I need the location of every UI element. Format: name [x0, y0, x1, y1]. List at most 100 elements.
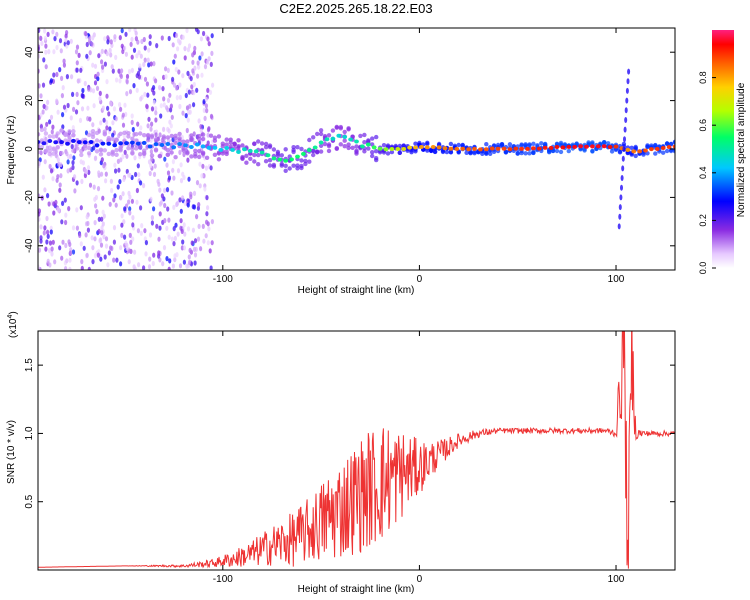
noise-speckle: [91, 62, 95, 68]
ridge-core: [595, 144, 601, 149]
noise-speckle: [146, 57, 150, 63]
ridge-halo: [256, 139, 261, 144]
noise-speckle: [87, 86, 91, 92]
ridge-halo: [653, 142, 658, 148]
noise-speckle: [58, 245, 62, 251]
noise-speckle: [69, 153, 73, 159]
noise-speckle: [193, 238, 198, 244]
ridge-core: [531, 146, 536, 151]
ridge-halo: [185, 139, 190, 144]
noise-speckle: [209, 61, 213, 67]
colorbar-tick-label: 0.4: [698, 167, 708, 180]
noise-speckle: [105, 119, 109, 126]
ridge-halo: [299, 158, 304, 163]
ridge-halo: [641, 152, 646, 157]
ridge-halo: [283, 147, 288, 152]
noise-speckle: [102, 234, 106, 240]
noise-speckle: [158, 132, 162, 138]
colorbar-tick-label: 0.0: [698, 262, 708, 275]
noise-speckle: [188, 109, 192, 115]
noise-speckle: [61, 112, 65, 118]
ridge-halo: [204, 155, 210, 160]
noise-speckle: [175, 95, 179, 101]
noise-speckle: [43, 28, 47, 34]
noise-speckle: [137, 172, 141, 178]
ridge-halo: [362, 140, 367, 145]
ridge-core: [401, 147, 407, 151]
colorbar-gradient: [712, 30, 734, 268]
noise-speckle: [196, 73, 200, 79]
noise-speckle: [99, 242, 104, 248]
noise-speckle: [38, 216, 41, 222]
noise-speckle: [38, 53, 41, 59]
noise-speckle: [100, 157, 104, 163]
noise-speckle: [169, 103, 173, 109]
ridge-core: [519, 146, 524, 151]
ridge-halo: [318, 143, 324, 148]
ridge-core: [336, 133, 342, 138]
ridge-core: [312, 145, 318, 150]
ridge-halo: [307, 159, 312, 164]
noise-speckle: [136, 70, 141, 76]
noise-speckle: [188, 247, 192, 253]
ridge-halo: [59, 128, 64, 133]
noise-speckle: [45, 239, 49, 245]
ridge-halo: [110, 136, 115, 142]
noise-speckle: [152, 85, 156, 91]
noise-speckle: [86, 165, 91, 171]
ridge-core: [389, 147, 395, 151]
noise-speckle: [75, 91, 79, 97]
ridge-halo: [177, 138, 182, 143]
noise-speckle: [172, 241, 176, 247]
noise-speckle: [170, 236, 174, 242]
noise-speckle: [69, 115, 73, 121]
noise-speckle: [38, 211, 41, 217]
spike-mark: [620, 184, 623, 191]
noise-speckle: [210, 219, 214, 225]
noise-speckle: [181, 195, 185, 201]
ridge-halo: [106, 138, 112, 143]
ridge-core: [666, 145, 672, 149]
spectrogram-y-axis: -40 -20 0 20 40: [24, 46, 675, 253]
noise-speckle: [120, 68, 124, 74]
noise-speckle: [130, 36, 134, 42]
noise-speckle: [178, 149, 182, 155]
ridge-halo: [326, 133, 332, 138]
noise-speckle: [94, 155, 98, 161]
snr-x-tick-label: -100: [213, 574, 233, 585]
noise-speckle: [139, 205, 143, 211]
noise-speckle: [119, 157, 123, 163]
noise-speckle: [85, 214, 89, 220]
noise-speckle: [48, 119, 52, 125]
ridge-halo: [90, 129, 96, 134]
noise-speckle: [129, 41, 133, 48]
noise-speckle: [193, 260, 197, 266]
ridge-halo: [83, 146, 88, 151]
ridge-halo: [299, 146, 304, 152]
noise-speckle: [101, 64, 105, 70]
noise-speckle: [84, 232, 88, 238]
ridge-halo: [224, 137, 229, 142]
ridge-halo: [413, 141, 418, 146]
ridge-halo: [609, 149, 615, 154]
ridge-halo: [342, 138, 347, 143]
noise-speckle: [88, 182, 93, 188]
noise-speckle: [192, 102, 196, 108]
noise-speckle: [168, 119, 172, 125]
spectrogram-marks: [38, 28, 675, 270]
snr-x-tick-label: 100: [608, 574, 625, 585]
ridge-halo: [126, 131, 131, 136]
noise-speckle: [154, 110, 158, 116]
noise-speckle: [118, 102, 122, 108]
noise-speckle: [199, 246, 203, 252]
ridge-halo: [629, 145, 634, 150]
ridge-halo: [633, 153, 638, 159]
noise-speckle: [66, 40, 70, 46]
noise-speckle: [65, 258, 69, 264]
colorbar-tick-label: 0.8: [698, 71, 708, 84]
noise-speckle: [147, 47, 151, 53]
ridge-halo: [362, 132, 367, 138]
ridge-halo: [311, 148, 316, 153]
ridge-halo: [193, 154, 198, 159]
spike-mark: [627, 68, 631, 75]
